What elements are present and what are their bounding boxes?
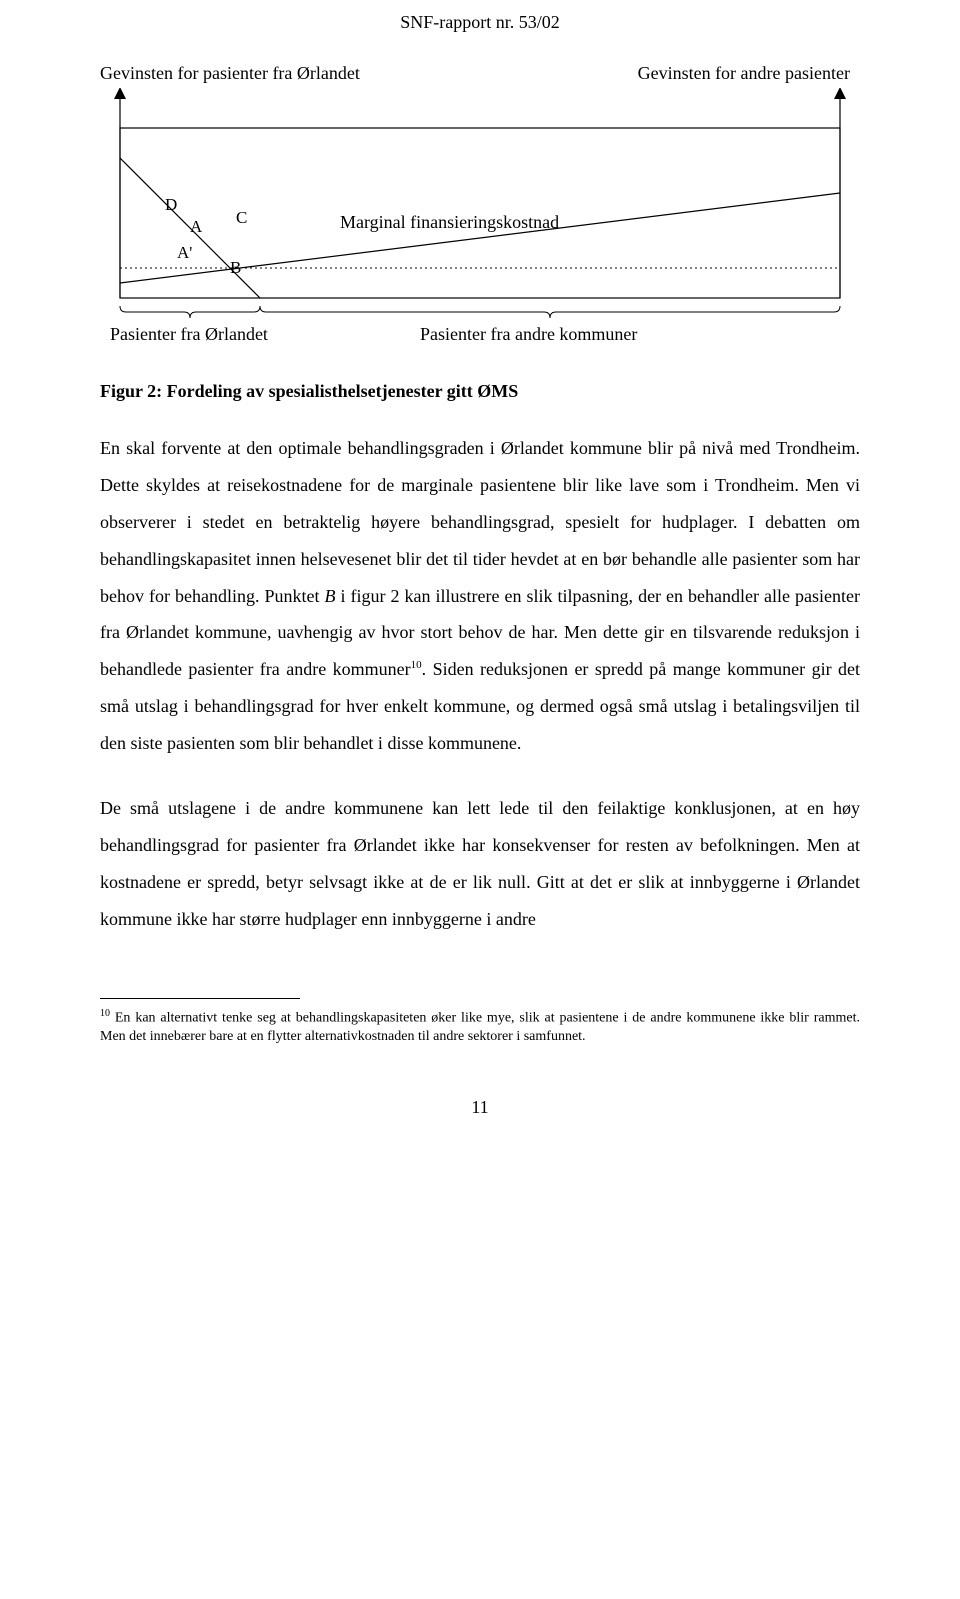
- page-number: 11: [100, 1097, 860, 1118]
- paragraph-2: De små utslagene i de andre kommunene ka…: [100, 790, 860, 938]
- svg-text:A: A: [190, 217, 203, 236]
- footnote-text: En kan alternativt tenke seg at behandli…: [100, 1010, 860, 1044]
- diagram-container: DA A' C B Marginal finansieringskostnad Pasie…: [100, 88, 860, 363]
- svg-text:C: C: [236, 208, 247, 227]
- left-axis-title: Gevinsten for pasienter fra Ørlandet: [100, 63, 360, 84]
- svg-text:Pasienter fra andre kommuner: Pasienter fra andre kommuner: [420, 324, 637, 344]
- figure-caption: Figur 2: Fordeling av spesialisthelsetje…: [100, 381, 860, 402]
- right-axis-title: Gevinsten for andre pasienter: [638, 63, 850, 84]
- p1-part-a: En skal forvente at den optimale behandl…: [100, 438, 860, 606]
- footnote-ref-10: 10: [411, 659, 422, 671]
- footnote-separator: [100, 998, 300, 999]
- paragraph-1: En skal forvente at den optimale behandl…: [100, 430, 860, 762]
- footnote-number: 10: [100, 1008, 110, 1019]
- axis-titles-row: Gevinsten for pasienter fra Ørlandet Gev…: [100, 63, 860, 84]
- svg-text:D: D: [165, 195, 177, 214]
- economics-diagram: DA A' C B Marginal finansieringskostnad Pasie…: [100, 88, 860, 358]
- footnote-10: 10 En kan alternativt tenke seg at behan…: [100, 1007, 860, 1047]
- body-text: En skal forvente at den optimale behandl…: [100, 430, 860, 938]
- content-column: Gevinsten for pasienter fra Ørlandet Gev…: [0, 63, 960, 1118]
- svg-text:A': A': [177, 243, 192, 262]
- svg-text:B: B: [230, 258, 241, 277]
- page: SNF-rapport nr. 53/02 Gevinsten for pasi…: [0, 0, 960, 1178]
- p1-italic-B: B: [325, 586, 336, 606]
- report-header: SNF-rapport nr. 53/02: [0, 0, 960, 63]
- svg-text:Pasienter fra Ørlandet: Pasienter fra Ørlandet: [110, 324, 268, 344]
- svg-text:Marginal finansieringskostnad: Marginal finansieringskostnad: [340, 212, 559, 232]
